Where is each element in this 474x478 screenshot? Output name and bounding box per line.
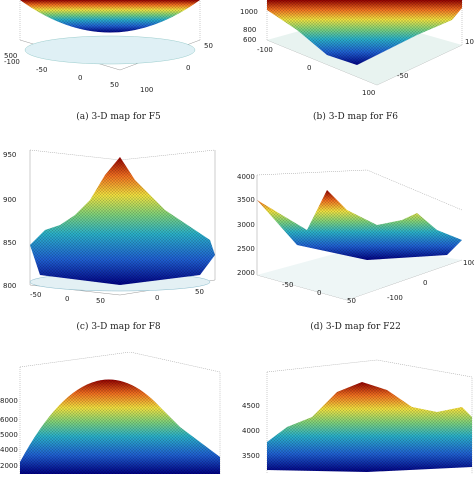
x-tick: 0 xyxy=(65,295,69,303)
y-tick: -50 xyxy=(397,72,408,80)
surface-plot-f22: 4000 3500 3000 2500 2000 -50 0 50 100 0 … xyxy=(237,169,474,305)
z-tick: 900 xyxy=(3,196,16,204)
y-tick: 0 xyxy=(186,64,190,72)
z-tick: 600 xyxy=(243,36,256,44)
surface-plot-f8: 950 900 850 800 -50 0 50 0 50 xyxy=(3,149,216,305)
panel-f5: 500 -100 -50 0 50 100 50 0 xyxy=(0,0,237,110)
x-tick: 50 xyxy=(347,297,356,305)
x-tick: 0 xyxy=(307,64,311,72)
z-tick: 3500 xyxy=(237,196,255,204)
y-tick: 100 xyxy=(463,259,474,267)
z-tick: 800 xyxy=(243,26,256,34)
x-tick: 50 xyxy=(110,81,119,89)
x-tick: 0 xyxy=(317,289,321,297)
z-tick: 2500 xyxy=(237,245,255,253)
y-tick: 50 xyxy=(204,42,213,50)
z-tick: 850 xyxy=(3,239,16,247)
surface-plot-e: 8000 6000 5000 4000 2000 xyxy=(0,351,221,474)
z-tick: 3500 xyxy=(242,452,260,460)
z-tick: 4500 xyxy=(242,402,260,410)
z-tick: 4000 xyxy=(0,446,18,454)
panel-f: 4500 4000 3500 xyxy=(237,352,474,474)
x-tick: -100 xyxy=(4,58,20,66)
z-tick: 500 xyxy=(4,52,17,60)
x-tick: -100 xyxy=(257,46,273,54)
x-tick: 100 xyxy=(140,86,153,94)
z-tick: 800 xyxy=(3,282,16,290)
x-tick: -50 xyxy=(36,66,47,74)
z-tick: 4000 xyxy=(237,173,255,181)
contour-floor xyxy=(257,245,462,300)
z-tick: 8000 xyxy=(0,397,18,405)
contour-floor xyxy=(24,35,196,65)
x-tick: -50 xyxy=(30,291,41,299)
surface-plot-f6: 1000 800 600 -100 0 100 100 -50 xyxy=(240,0,474,97)
z-tick: 2000 xyxy=(0,462,18,470)
caption-f22: (d) 3-D map for F22 xyxy=(310,322,401,332)
z-tick: 3000 xyxy=(237,221,255,229)
panel-f8: 950 900 850 800 -50 0 50 0 50 xyxy=(0,145,237,305)
panel-f6: 1000 800 600 -100 0 100 100 -50 xyxy=(237,0,474,110)
z-tick: 4000 xyxy=(242,427,260,435)
surface-plot-f: 4500 4000 3500 xyxy=(242,359,473,474)
z-tick: 950 xyxy=(3,151,16,159)
x-tick: 0 xyxy=(78,74,82,82)
y-tick: 100 xyxy=(465,38,474,46)
surface-plot-f5: 500 -100 -50 0 50 100 50 0 xyxy=(4,0,213,94)
x-tick: 100 xyxy=(362,89,375,97)
panel-e: 8000 6000 5000 4000 2000 xyxy=(0,351,237,474)
axis-box xyxy=(19,351,221,474)
y-tick: 50 xyxy=(195,288,204,296)
y-tick: 0 xyxy=(423,279,427,287)
z-tick: 6000 xyxy=(0,416,18,424)
panel-f22: 4000 3500 3000 2500 2000 -50 0 50 100 0 … xyxy=(237,165,474,305)
x-tick: 50 xyxy=(96,297,105,305)
z-tick: 5000 xyxy=(0,431,18,439)
caption-f8: (c) 3-D map for F8 xyxy=(76,322,161,332)
caption-f5: (a) 3-D map for F5 xyxy=(76,112,161,122)
y-tick: 0 xyxy=(155,294,159,302)
y-tick: -100 xyxy=(387,294,403,302)
caption-f6: (b) 3-D map for F6 xyxy=(313,112,398,122)
z-tick: 1000 xyxy=(240,8,258,16)
x-tick: -50 xyxy=(282,281,293,289)
z-tick: 2000 xyxy=(237,269,255,277)
